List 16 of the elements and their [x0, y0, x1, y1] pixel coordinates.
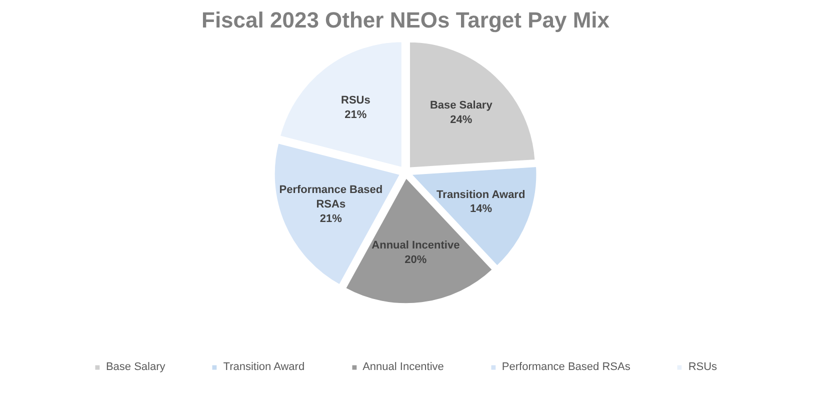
- slice-label: Base Salary: [430, 100, 494, 112]
- data-label: 21%: [344, 109, 367, 122]
- data-label: 24%: [450, 114, 472, 126]
- chart-title: Fiscal 2023 Other NEOs Target Pay Mix: [202, 8, 610, 32]
- data-label: 21%: [320, 212, 342, 225]
- data-label: 14%: [470, 203, 492, 216]
- data-label: 20%: [404, 254, 427, 266]
- slice-label: Performance Based RSAs: [279, 184, 383, 210]
- legend-label: Performance Based RSAs: [502, 361, 630, 373]
- slice-label: Annual Incentive: [372, 240, 460, 252]
- legend-label: Base Salary: [106, 361, 166, 373]
- legend-label: RSUs: [688, 361, 718, 373]
- legend-label: Annual Incentive: [362, 361, 444, 373]
- legend-label: Transition Award: [223, 361, 305, 373]
- slice-label: RSUs: [341, 94, 370, 107]
- slice-label: Transition Award: [436, 188, 526, 201]
